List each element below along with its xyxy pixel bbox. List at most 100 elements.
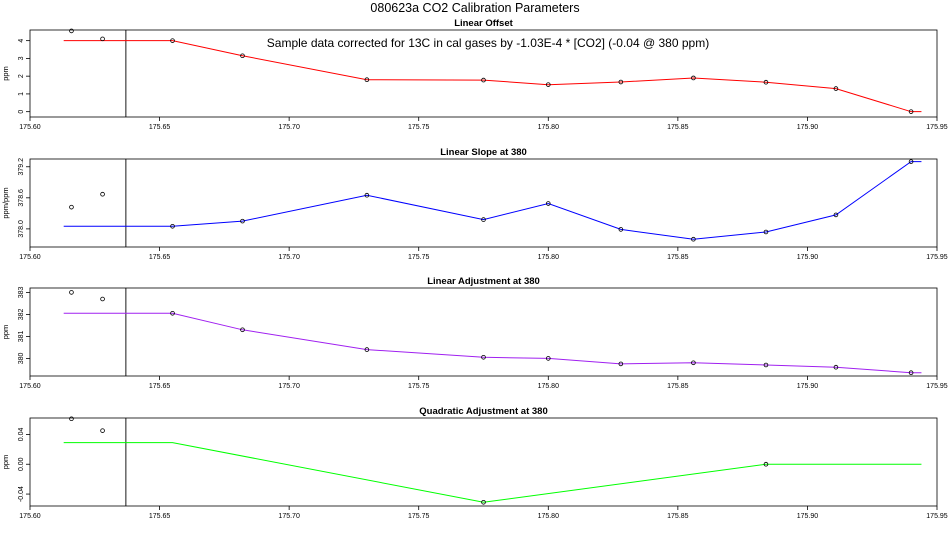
x-tick-label: 175.80 <box>538 513 560 520</box>
data-point <box>240 327 245 333</box>
y-tick-label: 381 <box>18 330 25 342</box>
series-line <box>63 442 922 503</box>
series-line <box>63 40 922 113</box>
x-tick-label: 175.75 <box>408 124 430 131</box>
data-point <box>763 79 769 85</box>
data-point <box>481 499 486 505</box>
x-tick-label: 175.65 <box>149 254 171 261</box>
y-tick-label: 382 <box>18 308 25 320</box>
data-point <box>618 227 624 232</box>
data-point <box>763 362 769 368</box>
y-tick-label: 383 <box>18 286 25 298</box>
data-point <box>545 356 551 361</box>
x-tick-label: 175.65 <box>149 124 171 131</box>
data-point <box>364 192 370 198</box>
y-tick-label: 3 <box>18 56 25 60</box>
x-tick-label: 175.65 <box>149 383 171 390</box>
panel-title: Linear Slope at 380 <box>440 147 527 158</box>
data-point <box>69 28 74 34</box>
y-tick-label: -0.04 <box>18 486 25 502</box>
y-tick-label: 378.6 <box>18 189 25 207</box>
x-tick-label: 175.85 <box>667 254 689 261</box>
data-point <box>69 416 74 422</box>
x-tick-label: 175.65 <box>149 513 171 520</box>
data-point <box>908 109 914 114</box>
data-point <box>481 77 486 83</box>
series-line <box>63 312 922 374</box>
page-title: 080623a CO2 Calibration Parameters <box>370 1 579 15</box>
data-point <box>833 212 839 218</box>
x-tick-label: 175.90 <box>797 124 819 131</box>
y-tick-label: 0.04 <box>18 427 25 441</box>
x-tick-label: 175.85 <box>667 513 689 520</box>
data-point <box>763 461 769 467</box>
x-tick-label: 175.80 <box>538 383 560 390</box>
data-point <box>833 364 839 370</box>
x-tick-label: 175.75 <box>408 383 430 390</box>
x-tick-label: 175.70 <box>278 254 300 261</box>
data-point <box>545 82 551 87</box>
y-tick-label: 1 <box>18 92 25 96</box>
x-tick-label: 175.70 <box>278 513 300 520</box>
x-tick-label: 175.60 <box>19 383 41 390</box>
y-tick-label: 380 <box>18 352 25 364</box>
y-tick-label: 2 <box>18 74 25 78</box>
x-tick-label: 175.90 <box>797 254 819 261</box>
plot-frame <box>29 158 938 248</box>
x-tick-label: 175.90 <box>797 513 819 520</box>
x-tick-label: 175.95 <box>926 383 948 390</box>
x-tick-label: 175.85 <box>667 383 689 390</box>
data-point <box>100 36 105 42</box>
data-point <box>618 79 624 85</box>
x-tick-label: 175.85 <box>667 124 689 131</box>
data-point <box>364 347 370 352</box>
data-point <box>833 86 839 91</box>
y-axis-label: ppm/ppm <box>1 187 10 218</box>
data-point <box>481 217 486 222</box>
data-point <box>763 229 769 235</box>
data-point <box>240 53 245 59</box>
y-axis-label: ppm <box>1 455 10 470</box>
data-point <box>100 428 105 433</box>
data-point <box>69 290 74 295</box>
data-point <box>908 159 914 164</box>
data-point <box>240 218 245 224</box>
x-tick-label: 175.95 <box>926 124 948 131</box>
data-point <box>545 201 551 206</box>
x-tick-label: 175.60 <box>19 254 41 261</box>
panel-title: Quadratic Adjustment at 380 <box>419 406 547 417</box>
panel-3: Linear Adjustment at 380 175.60 175.65 175.… <box>1 276 948 390</box>
y-tick-label: 378.0 <box>18 220 25 238</box>
panel-title: Linear Offset <box>454 18 513 29</box>
x-tick-label: 175.60 <box>19 124 41 131</box>
x-tick-label: 175.95 <box>926 254 948 261</box>
data-point <box>170 38 175 43</box>
panel-1: Linear Offset 175.60 175.65 175.70 175.75 175… <box>1 18 948 131</box>
plot-frame <box>29 417 938 507</box>
x-tick-label: 175.90 <box>797 383 819 390</box>
data-point <box>364 77 370 83</box>
plot-frame <box>29 287 938 377</box>
data-point <box>691 75 696 81</box>
x-tick-label: 175.75 <box>408 513 430 520</box>
panel-2: Linear Slope at 380 175.60 175.65 175.70 175… <box>1 147 948 261</box>
y-axis-label: ppm <box>1 66 10 81</box>
y-tick-label: 379.2 <box>18 158 25 176</box>
data-point <box>170 223 175 229</box>
correction-annotation: Sample data corrected for 13C in cal gas… <box>267 36 709 50</box>
x-tick-label: 175.70 <box>278 124 300 131</box>
data-point <box>69 204 74 210</box>
data-point <box>691 236 696 242</box>
panel-4: Quadratic Adjustment at 380 175.60 175.65 1… <box>1 406 948 520</box>
y-axis-label: ppm <box>1 325 10 340</box>
y-tick-label: 0 <box>18 110 25 114</box>
y-tick-label: 4 <box>18 39 25 43</box>
data-point <box>170 310 175 316</box>
data-point <box>100 296 105 302</box>
series-line <box>63 161 922 240</box>
x-tick-label: 175.80 <box>538 254 560 261</box>
x-tick-label: 175.60 <box>19 513 41 520</box>
data-point <box>618 361 624 367</box>
